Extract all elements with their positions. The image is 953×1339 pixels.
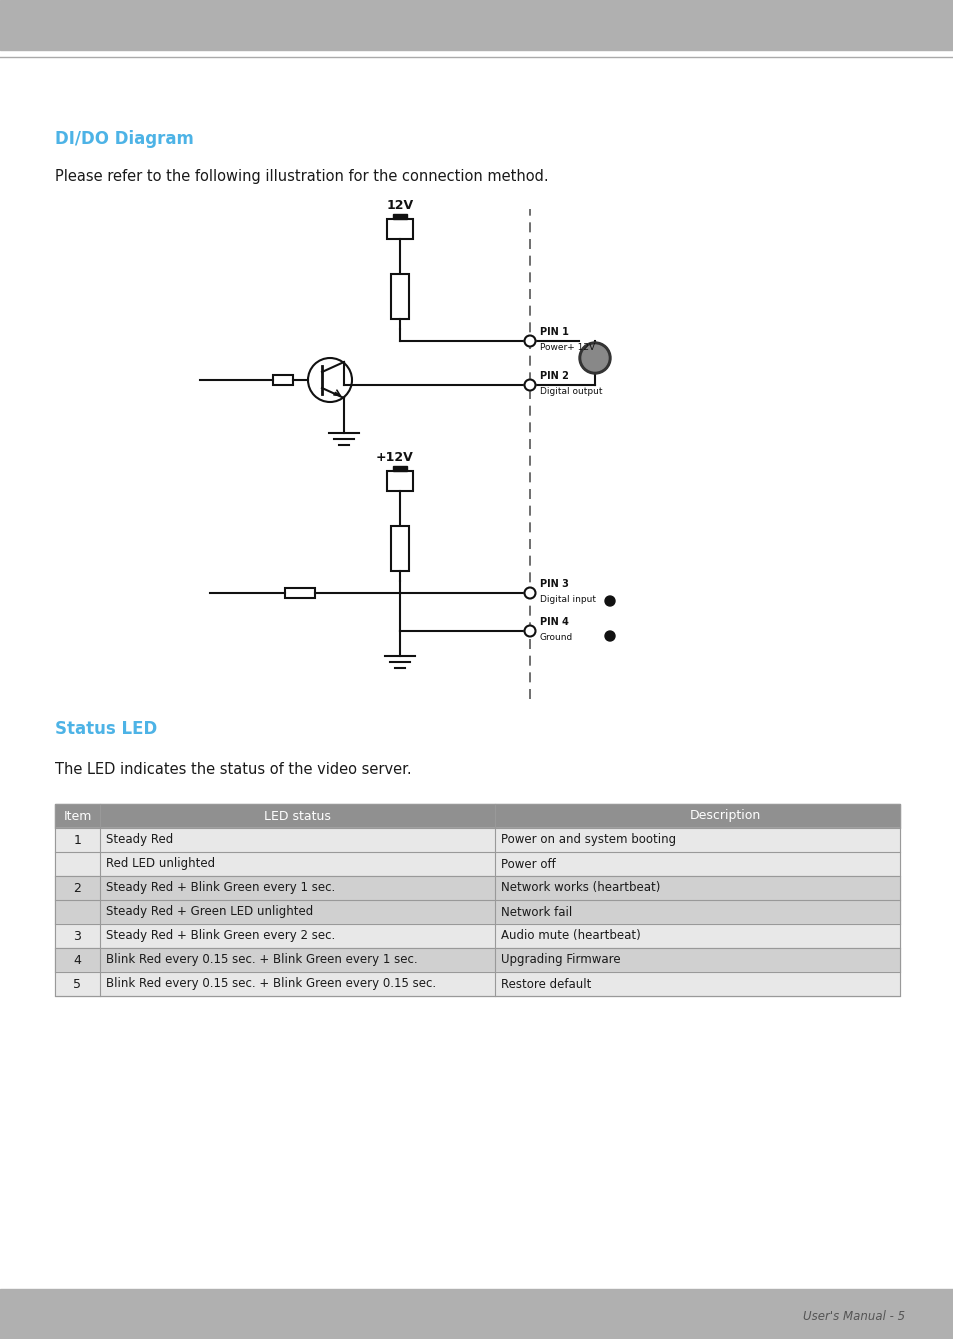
Bar (55, 803, 899, 828)
Text: Steady Red + Green LED unlighted: Steady Red + Green LED unlighted (106, 905, 313, 919)
Text: Steady Red: Steady Red (106, 833, 173, 846)
Text: Audio mute (heartbeat): Audio mute (heartbeat) (500, 929, 640, 943)
Text: Network fail: Network fail (500, 905, 572, 919)
Text: Power+ 12V: Power+ 12V (539, 343, 595, 352)
Text: Power on and system booting: Power on and system booting (500, 833, 676, 846)
Text: Steady Red + Blink Green every 1 sec.: Steady Red + Blink Green every 1 sec. (106, 881, 335, 894)
Bar (393, 214, 407, 220)
Circle shape (524, 588, 535, 599)
Text: Digital output: Digital output (539, 387, 602, 396)
Text: PIN 4: PIN 4 (539, 617, 568, 627)
Bar (55, 876, 899, 900)
Bar (55, 948, 899, 972)
Text: Blink Red every 0.15 sec. + Blink Green every 1 sec.: Blink Red every 0.15 sec. + Blink Green … (106, 953, 417, 967)
Text: Status LED: Status LED (55, 720, 157, 738)
Text: +12V: +12V (375, 451, 414, 465)
Text: Item: Item (63, 810, 91, 822)
Bar (55, 924, 899, 948)
Circle shape (604, 631, 615, 641)
Bar (391, 526, 409, 570)
Text: Steady Red + Blink Green every 2 sec.: Steady Red + Blink Green every 2 sec. (106, 929, 335, 943)
Text: Description: Description (689, 810, 760, 822)
Circle shape (524, 625, 535, 636)
Text: PIN 3: PIN 3 (539, 578, 568, 589)
Text: Restore default: Restore default (500, 977, 591, 991)
Bar (387, 220, 413, 238)
Text: User's Manual - 5: User's Manual - 5 (802, 1311, 904, 1323)
Text: Power off: Power off (500, 857, 556, 870)
Text: Digital input: Digital input (539, 595, 596, 604)
Text: 4: 4 (73, 953, 81, 967)
Text: PIN 2: PIN 2 (539, 371, 568, 382)
Text: Blink Red every 0.15 sec. + Blink Green every 0.15 sec.: Blink Red every 0.15 sec. + Blink Green … (106, 977, 436, 991)
Bar (393, 466, 407, 471)
Text: 2: 2 (73, 881, 81, 894)
Bar (0, 0, 953, 50)
Text: Upgrading Firmware: Upgrading Firmware (500, 953, 620, 967)
Text: Ground: Ground (539, 633, 573, 641)
Text: Please refer to the following illustration for the connection method.: Please refer to the following illustrati… (55, 170, 548, 185)
Bar (55, 828, 899, 852)
Text: Network works (heartbeat): Network works (heartbeat) (500, 881, 659, 894)
Bar (55, 852, 899, 876)
Text: DI/DO Diagram: DI/DO Diagram (55, 130, 193, 149)
Text: 5: 5 (73, 977, 81, 991)
Text: PIN 1: PIN 1 (539, 327, 568, 337)
Bar (387, 471, 413, 491)
Circle shape (524, 336, 535, 347)
Text: The LED indicates the status of the video server.: The LED indicates the status of the vide… (55, 762, 411, 777)
Text: LED status: LED status (264, 810, 331, 822)
Text: Red LED unlighted: Red LED unlighted (106, 857, 214, 870)
Bar (285, 588, 314, 599)
Bar (55, 972, 899, 996)
Bar (0, 1289, 953, 1339)
Bar (55, 803, 899, 996)
Text: 1: 1 (73, 833, 81, 846)
Bar (273, 375, 293, 386)
Text: 3: 3 (73, 929, 81, 943)
Circle shape (578, 341, 610, 374)
Circle shape (581, 345, 607, 371)
Bar (55, 900, 899, 924)
Bar (391, 274, 409, 319)
Circle shape (524, 379, 535, 391)
Circle shape (604, 596, 615, 607)
Text: 12V: 12V (386, 200, 414, 212)
